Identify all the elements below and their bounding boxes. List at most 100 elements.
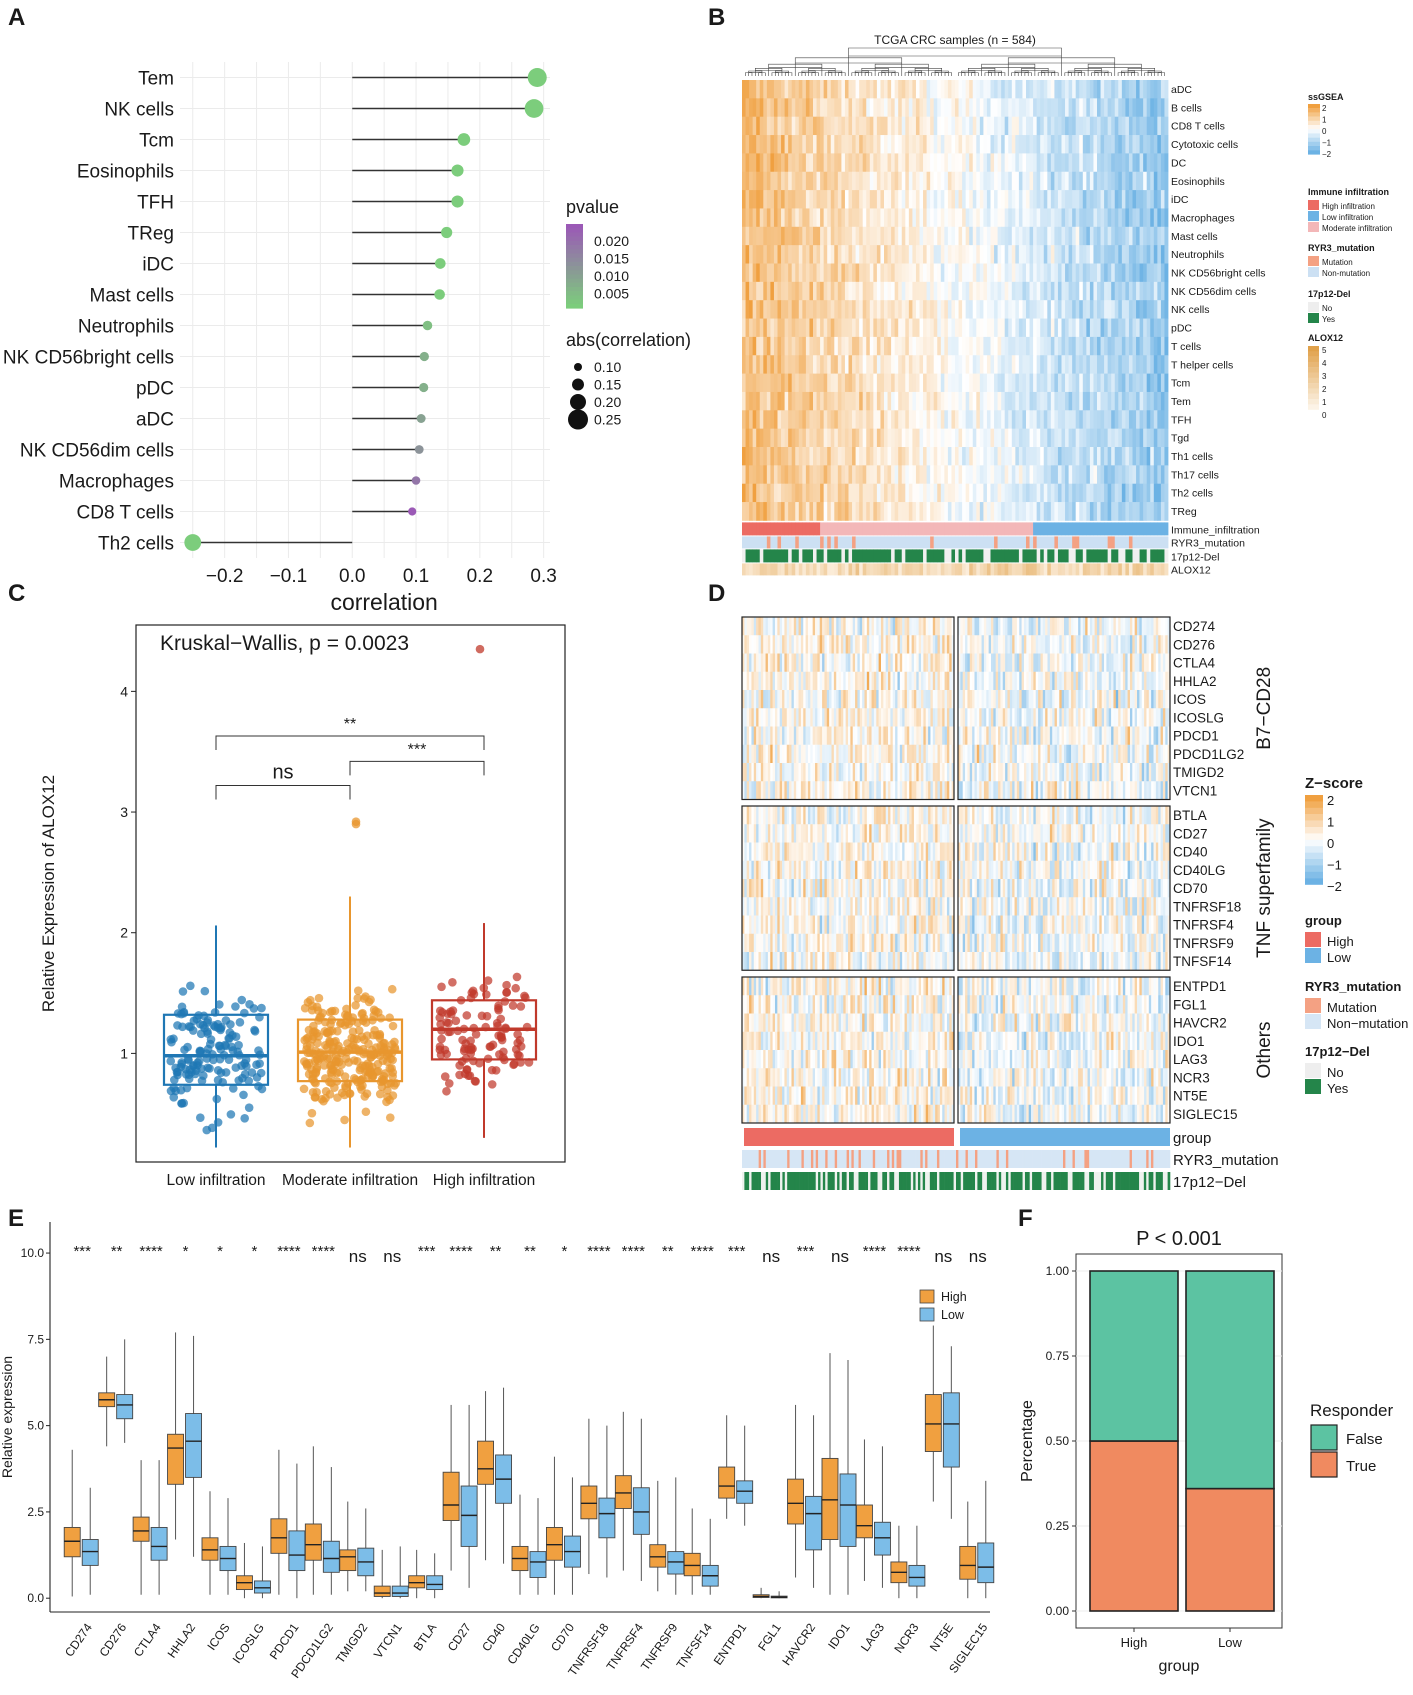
heatmap-b-cell: [1143, 116, 1148, 136]
annotation-ryr3-cell: [933, 536, 938, 549]
heatmap-b-cell: [933, 465, 938, 485]
legend-pvalue-tick: 0.015: [594, 251, 629, 267]
heatmap-b-cell: [1093, 300, 1098, 319]
heatmap-d-cell: [852, 708, 856, 727]
heatmap-b-cell: [745, 465, 750, 485]
heatmap-d-cell: [909, 690, 912, 709]
heatmap-d-cell: [845, 653, 849, 673]
heatmap-b-cell: [823, 483, 828, 503]
heatmap-d-cell: [744, 781, 748, 800]
heatmap-b-cell: [969, 116, 974, 136]
heatmap-b-cell: [901, 80, 906, 99]
heatmap-b-cell: [1029, 410, 1034, 430]
heatmap-b-cell: [986, 281, 991, 301]
heatmap-b-cell: [944, 80, 949, 99]
heatmap-b-cell: [1040, 281, 1045, 301]
annotation-alox-cell: [749, 563, 754, 576]
annotation-ryr3-cell: [809, 536, 814, 549]
jitter-point: [341, 1081, 350, 1091]
heatmap-b-cell: [1043, 373, 1048, 393]
heatmap-b-cell: [1086, 410, 1091, 430]
heatmap-b-cell: [798, 410, 803, 430]
heatmap-b-cell: [1111, 171, 1116, 191]
heatmap-b-cell: [745, 208, 750, 228]
annotation-ryr3-cell: [901, 536, 906, 549]
heatmap-d-cell: [831, 726, 835, 746]
jitter-point: [353, 993, 363, 1003]
annotation-del-cell: [1057, 549, 1062, 563]
heatmap-b-cell: [1015, 226, 1020, 246]
heatmap-b-cell: [1118, 135, 1123, 154]
heatmap-b-cell: [891, 373, 896, 393]
heatmap-b-cell: [1026, 465, 1030, 485]
heatmap-b-cell: [855, 208, 860, 228]
heatmap-b-cell: [869, 483, 874, 503]
heatmap-b-cell: [940, 116, 945, 136]
heatmap-d-cell: [904, 671, 908, 691]
heatmap-b-cell: [866, 483, 871, 503]
annotation-immune-cell: [965, 522, 970, 536]
heatmap-b-cell: [969, 153, 974, 173]
heatmap-b-cell: [749, 502, 754, 521]
heatmap-b-cell: [1089, 190, 1094, 209]
heatmap-b-cell: [915, 447, 920, 466]
heatmap-b-cell: [749, 483, 754, 503]
heatmap-b-cell: [1075, 153, 1080, 173]
heatmap-b-cell: [1068, 300, 1073, 319]
heatmap-d-cell: [791, 708, 795, 727]
heatmap-b-cell: [944, 153, 949, 173]
heatmap-b-cell: [1068, 373, 1073, 393]
heatmap-b-row-label: Th17 cells: [1171, 469, 1219, 481]
annotation-ryr3-cell: [1040, 536, 1045, 549]
heatmap-b-cell: [837, 318, 842, 338]
heatmap-d-cell: [850, 671, 854, 691]
heatmap-b-cell: [1036, 171, 1041, 191]
heatmap-d-cell: [862, 617, 865, 636]
heatmap-d-cell: [800, 671, 804, 691]
heatmap-b-cell: [898, 355, 903, 374]
heatmap-b-cell: [958, 80, 963, 99]
heatmap-d-cell: [892, 690, 896, 709]
heatmap-d-cell: [857, 726, 861, 746]
heatmap-b-cell: [866, 336, 871, 356]
heatmap-b-cell: [1111, 502, 1116, 521]
annotation-ryr3-cell: [873, 536, 878, 549]
jitter-point: [359, 994, 369, 1003]
heatmap-b-cell: [1128, 80, 1133, 99]
heatmap-b-cell: [1093, 502, 1098, 521]
heatmap-b-cell: [749, 263, 754, 283]
heatmap-b-cell: [901, 336, 906, 356]
heatmap-b-cell: [1075, 208, 1080, 228]
annotation-alox-cell: [830, 563, 835, 576]
heatmap-b-cell: [1033, 410, 1038, 430]
x-tick-label: −0.2: [206, 566, 244, 587]
annotation-immune-cell: [1086, 522, 1091, 536]
heatmap-b-cell: [827, 318, 832, 338]
heatmap-b-cell: [1153, 135, 1158, 154]
heatmap-b-cell: [898, 465, 903, 485]
heatmap-d-cell: [753, 617, 757, 636]
heatmap-b-cell: [766, 245, 771, 264]
heatmap-b-cell: [937, 300, 942, 319]
annotation-ryr3-cell: [997, 536, 1002, 549]
heatmap-b-cell: [1118, 410, 1123, 430]
heatmap-b-cell: [1022, 465, 1027, 485]
heatmap-b-cell: [926, 465, 931, 485]
heatmap-d-cell: [774, 671, 778, 691]
heatmap-b-cell: [813, 281, 817, 301]
annotation-immune-cell: [837, 522, 842, 536]
heatmap-d-cell: [859, 617, 863, 636]
heatmap-b-cell: [816, 208, 821, 228]
heatmap-b-cell: [1136, 428, 1140, 448]
heatmap-b-cell: [745, 153, 750, 173]
heatmap-b-cell: [873, 391, 878, 411]
heatmap-b-cell: [837, 263, 842, 283]
heatmap-b-cell: [869, 502, 874, 521]
heatmap-b-cell: [912, 281, 917, 301]
annotation-alox-cell: [1082, 563, 1087, 576]
heatmap-b-cell: [749, 410, 754, 430]
heatmap-b-cell: [1033, 355, 1038, 374]
heatmap-b-cell: [994, 153, 998, 173]
heatmap-d-cell: [859, 690, 863, 709]
comparison-bracket: [349, 760, 485, 776]
